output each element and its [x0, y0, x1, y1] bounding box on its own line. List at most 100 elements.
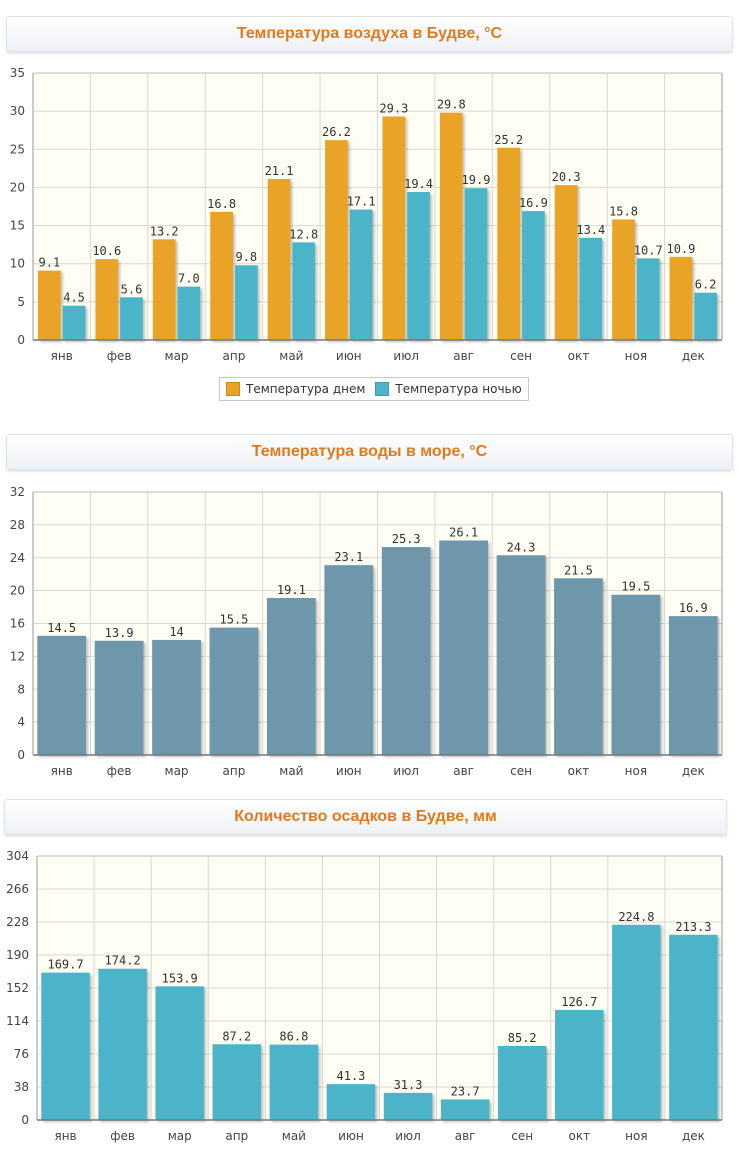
bar-ноя — [611, 594, 661, 755]
data-label: 23.1 — [334, 550, 363, 564]
data-label: 13.9 — [105, 626, 134, 640]
precip-title: Количество осадков в Будве, мм — [234, 808, 497, 825]
data-label: 126.7 — [561, 995, 597, 1009]
data-label: 19.1 — [277, 583, 306, 597]
y-tick-label: 304 — [6, 849, 29, 863]
bar-янв — [41, 972, 90, 1120]
legend-label-day: Температура днем — [246, 382, 366, 396]
data-label: 174.2 — [105, 954, 141, 968]
data-label: 10.9 — [666, 242, 695, 256]
bar-ноя-s1 — [636, 258, 660, 340]
x-tick-label: апр — [223, 764, 246, 778]
data-label: 13.2 — [150, 224, 179, 238]
x-tick-label: янв — [51, 349, 73, 363]
bar-мар — [155, 986, 204, 1120]
bar-июл — [383, 1092, 433, 1120]
data-label: 14 — [169, 625, 183, 639]
x-tick-label: сен — [510, 349, 532, 363]
y-tick-label: 8 — [17, 682, 25, 696]
data-label: 15.5 — [220, 613, 249, 627]
air-temp-chart: 0 5 10 15 20 25 30 35 9.1 10.6 13.2 16.8 21.1 26.2 29.… — [10, 66, 723, 363]
data-label: 23.7 — [451, 1084, 480, 1098]
y-tick-label: 5 — [17, 295, 25, 309]
bar-сен — [497, 1046, 547, 1120]
air-temp-title: Температура воздуха в Будве, °C — [236, 25, 503, 42]
data-label: 16.9 — [519, 196, 548, 210]
y-tick-label: 152 — [6, 981, 29, 995]
data-label: 153.9 — [162, 971, 198, 985]
bar-июн — [326, 1084, 376, 1120]
x-tick-label: май — [279, 764, 303, 778]
data-label: 10.6 — [92, 244, 121, 258]
bar-авг-s1 — [464, 188, 488, 340]
data-label: 19.5 — [621, 580, 650, 594]
x-tick-label: фев — [107, 764, 132, 778]
bar-фев — [98, 968, 147, 1120]
x-tick-label: июн — [336, 764, 362, 778]
data-label: 26.2 — [322, 125, 351, 139]
bar-авг — [440, 1099, 490, 1120]
data-label: 41.3 — [337, 1069, 366, 1083]
data-label: 29.3 — [379, 101, 408, 115]
data-label: 16.9 — [679, 601, 708, 615]
bar-дек-s1 — [694, 292, 717, 340]
legend-item-day[interactable]: Температура днем — [226, 382, 365, 396]
bar-май — [269, 1044, 319, 1120]
bar-окт — [555, 1009, 604, 1120]
legend-item-night[interactable]: Температура ночью — [375, 382, 522, 396]
x-tick-label: июн — [336, 349, 362, 363]
x-tick-label: сен — [510, 764, 532, 778]
x-tick-label: окт — [568, 1129, 590, 1143]
x-tick-label: июн — [338, 1129, 364, 1143]
y-tick-label: 114 — [6, 1014, 29, 1028]
bar-мар-s1 — [177, 286, 201, 340]
sea-temp-chart: 0 4 8 12 16 20 24 28 32 14.5 13.9 14 15.5 19.1 23.1 25.… — [10, 485, 723, 778]
bar-апр — [209, 627, 259, 755]
bar-июн-s1 — [349, 209, 373, 340]
data-label: 7.0 — [178, 272, 200, 286]
bar-апр-s1 — [234, 265, 258, 340]
sea-temp-title-banner: Температура воды в море, °C — [6, 434, 733, 470]
data-label: 213.3 — [675, 920, 711, 934]
x-tick-label: ноя — [625, 1129, 647, 1143]
y-tick-label: 28 — [10, 518, 25, 532]
x-tick-label: янв — [54, 1129, 76, 1143]
bar-авг — [439, 540, 489, 755]
bar-ноя-s0 — [612, 219, 635, 340]
bar-фев — [94, 640, 144, 755]
y-tick-label: 0 — [17, 748, 25, 762]
data-label: 25.2 — [494, 133, 523, 147]
y-tick-label: 15 — [10, 219, 25, 233]
data-label: 85.2 — [508, 1031, 537, 1045]
x-tick-label: дек — [682, 1129, 705, 1143]
data-label: 9.8 — [235, 250, 257, 264]
precip-title-banner: Количество осадков в Будве, мм — [4, 799, 727, 835]
x-tick-label: май — [282, 1129, 306, 1143]
data-label: 12.8 — [289, 227, 318, 241]
x-tick-label: апр — [225, 1129, 248, 1143]
data-label: 5.6 — [121, 282, 143, 296]
bar-янв — [37, 635, 87, 755]
data-label: 29.8 — [437, 98, 466, 112]
y-tick-label: 38 — [14, 1080, 29, 1094]
data-label: 16.8 — [207, 197, 236, 211]
data-label: 6.2 — [695, 278, 717, 292]
bar-дек-s0 — [669, 256, 693, 340]
x-tick-label: янв — [51, 764, 73, 778]
x-tick-label: дек — [682, 349, 705, 363]
data-label: 19.9 — [462, 173, 491, 187]
data-label: 21.5 — [564, 563, 593, 577]
data-label: 4.5 — [63, 291, 85, 305]
y-tick-label: 10 — [10, 257, 25, 271]
x-tick-label: окт — [568, 764, 590, 778]
x-tick-label: мар — [168, 1129, 192, 1143]
x-tick-label: сен — [511, 1129, 533, 1143]
legend-label-night: Температура ночью — [395, 382, 522, 396]
bar-фев-s1 — [120, 297, 143, 340]
data-label: 13.4 — [576, 223, 605, 237]
x-tick-label: апр — [223, 349, 246, 363]
data-label: 87.2 — [222, 1029, 251, 1043]
bar-сен — [496, 555, 546, 755]
bar-ноя — [612, 924, 661, 1120]
data-label: 25.3 — [392, 532, 421, 546]
